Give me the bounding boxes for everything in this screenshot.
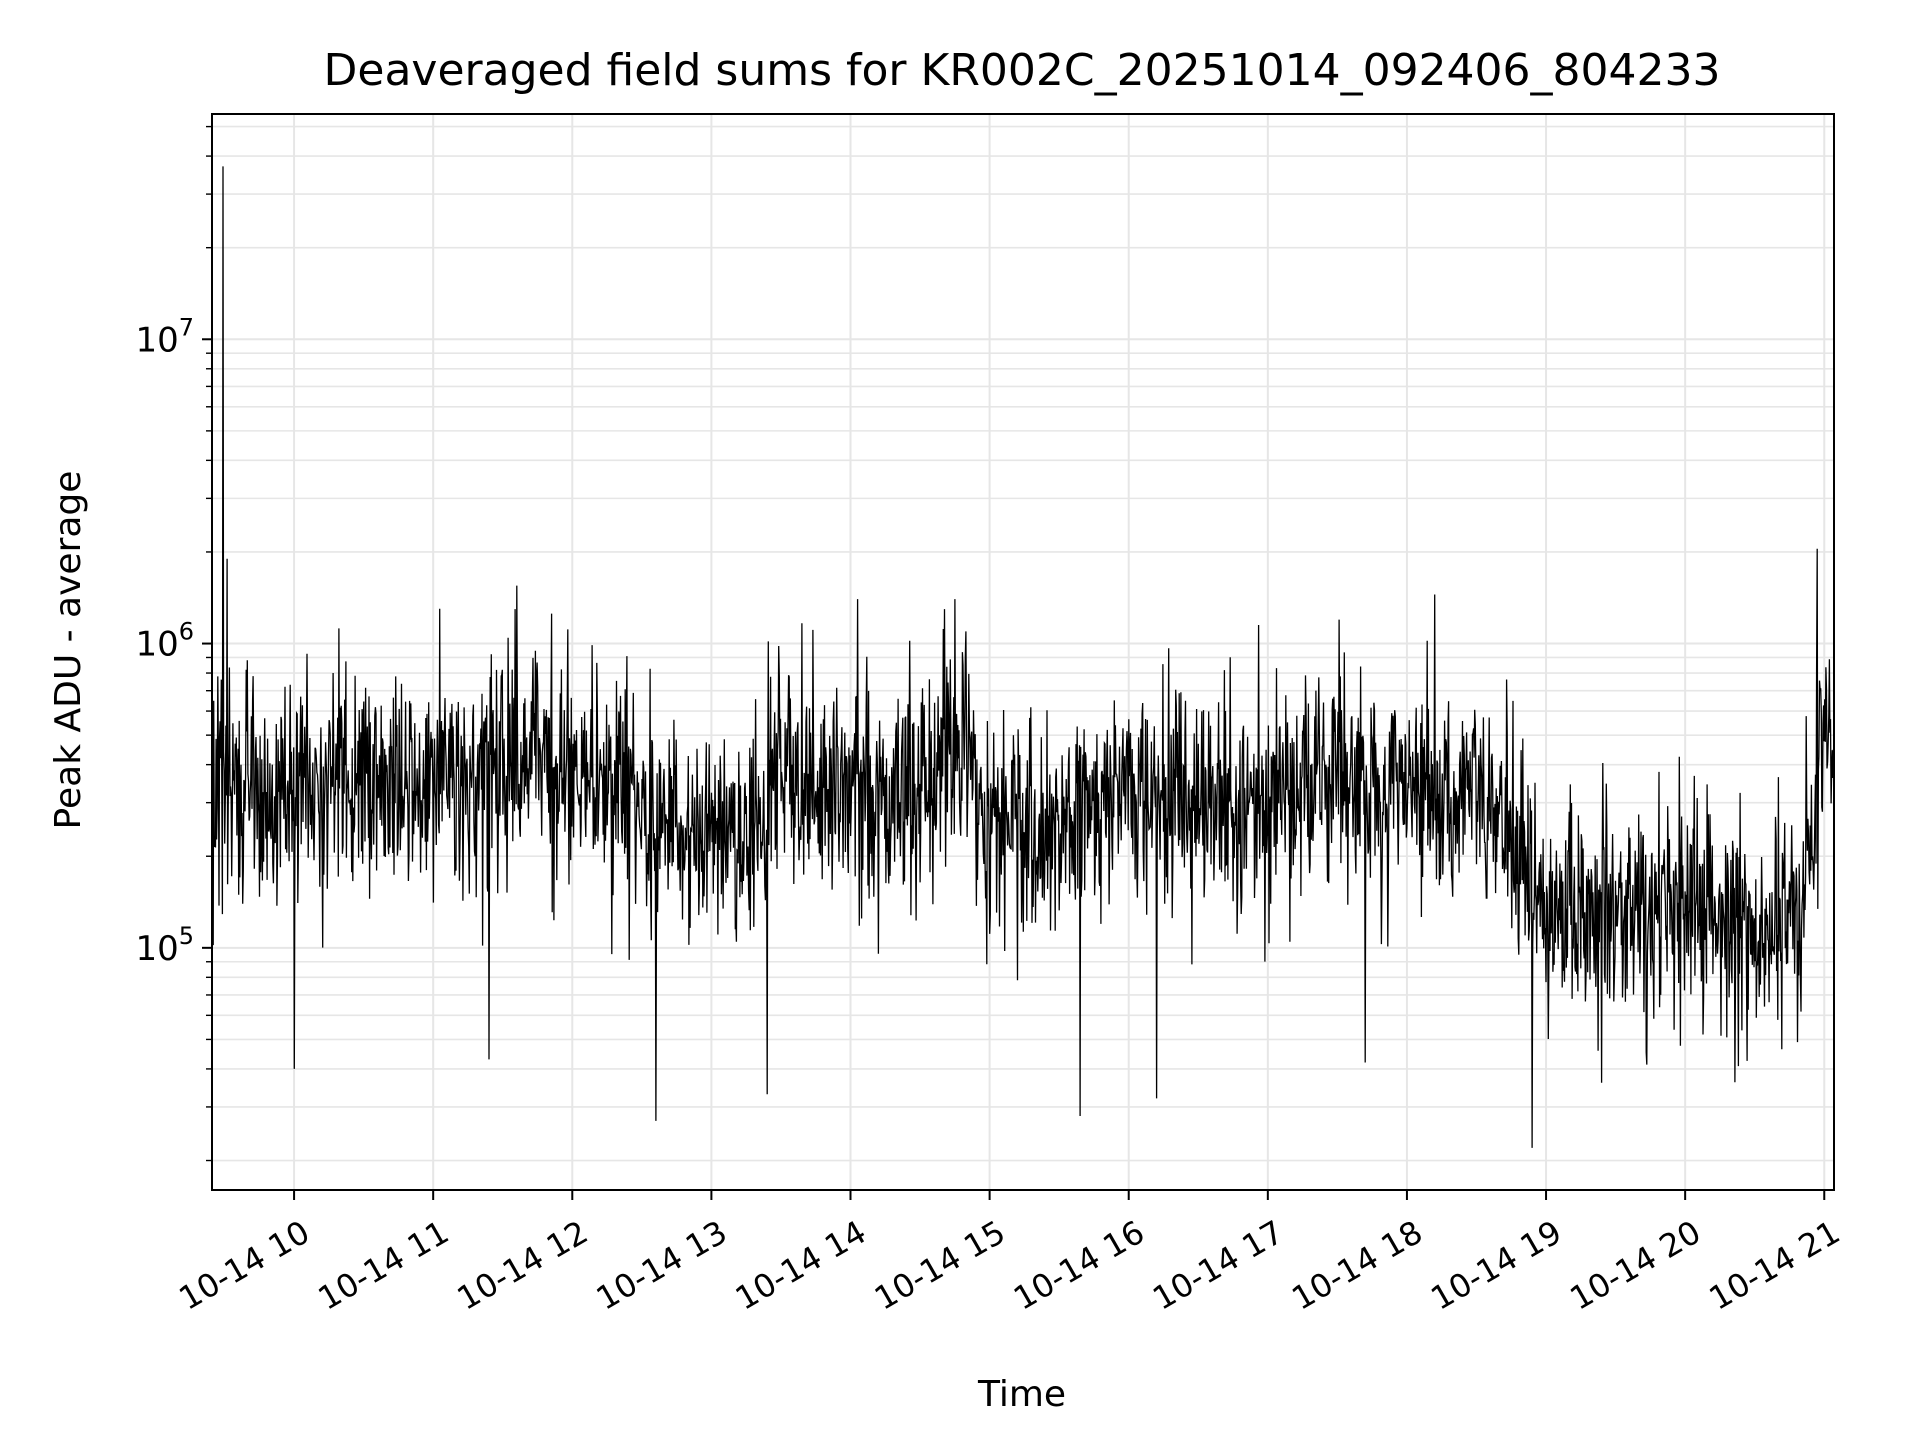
plot-frame — [211, 113, 1835, 1191]
y-tick-label: 105 — [135, 922, 194, 969]
y-tick-label: 106 — [135, 618, 194, 665]
y-axis-label: Peak ADU - average — [48, 471, 89, 830]
chart-title: Deaveraged field sums for KR002C_2025101… — [324, 45, 1721, 96]
y-tick-label: 107 — [135, 313, 194, 360]
series-line-peak-adu — [212, 166, 1834, 1148]
series-layer — [212, 166, 1834, 1148]
x-axis-label: Time — [977, 1374, 1066, 1415]
